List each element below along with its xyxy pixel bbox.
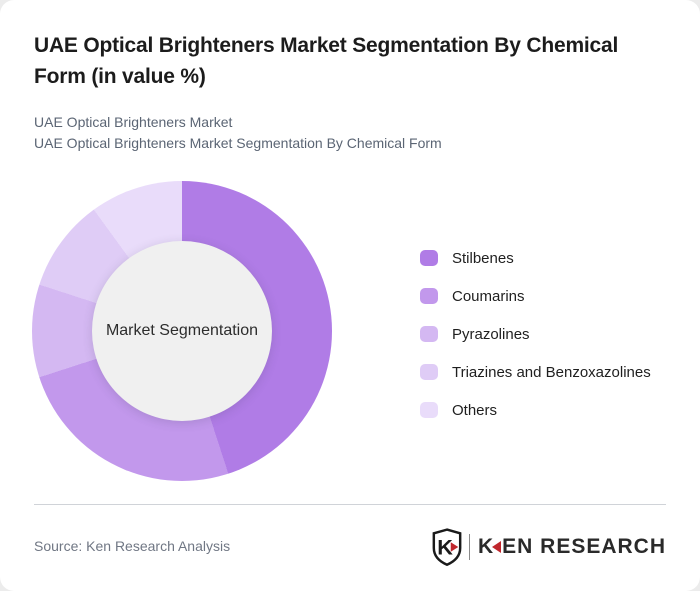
legend-swatch [420,402,438,418]
legend-label: Triazines and Benzoxazolines [452,363,651,381]
legend-label: Stilbenes [452,249,514,267]
donut-hole: Market Segmentation [92,241,272,421]
donut-center-label: Market Segmentation [105,322,259,339]
donut-chart: Market Segmentation [32,181,332,481]
shield-letter: K [437,535,453,560]
chart-title: UAE Optical Brighteners Market Segmentat… [34,34,619,88]
logo-text-k: K [477,535,495,558]
footer-divider [34,504,666,505]
source-text: Source: Ken Research Analysis [34,538,231,554]
legend-item-others: Others [420,401,651,419]
legend-label: Others [452,401,498,419]
legend-item-triazines-benzoxazolines: Triazines and Benzoxazolines [420,363,651,381]
legend-swatch [420,250,438,266]
legend-swatch [420,288,438,304]
logo-text-rest: EN RESEARCH [502,535,666,558]
logo-red-triangle-icon [492,541,502,553]
legend-item-stilbenes: Stilbenes [420,249,651,267]
ken-research-logo: K K EN RESEARCH [431,527,666,567]
shield-red-triangle-icon [450,542,459,552]
legend-label: Pyrazolines [452,325,530,343]
legend: Stilbenes Coumarins Pyrazolines Triazine… [420,250,651,440]
legend-label: Coumarins [452,287,525,305]
ken-research-shield-icon: K [432,528,462,566]
legend-item-pyrazolines: Pyrazolines [420,325,651,343]
chart-subtitle-line2: UAE Optical Brighteners Market Segmentat… [34,135,442,151]
legend-item-coumarins: Coumarins [420,287,651,305]
logo-divider [468,534,470,560]
legend-swatch [420,326,438,342]
legend-swatch [420,364,438,380]
logo-text: K EN RESEARCH [478,535,666,559]
chart-subtitle-line1: UAE Optical Brighteners Market [34,114,233,130]
